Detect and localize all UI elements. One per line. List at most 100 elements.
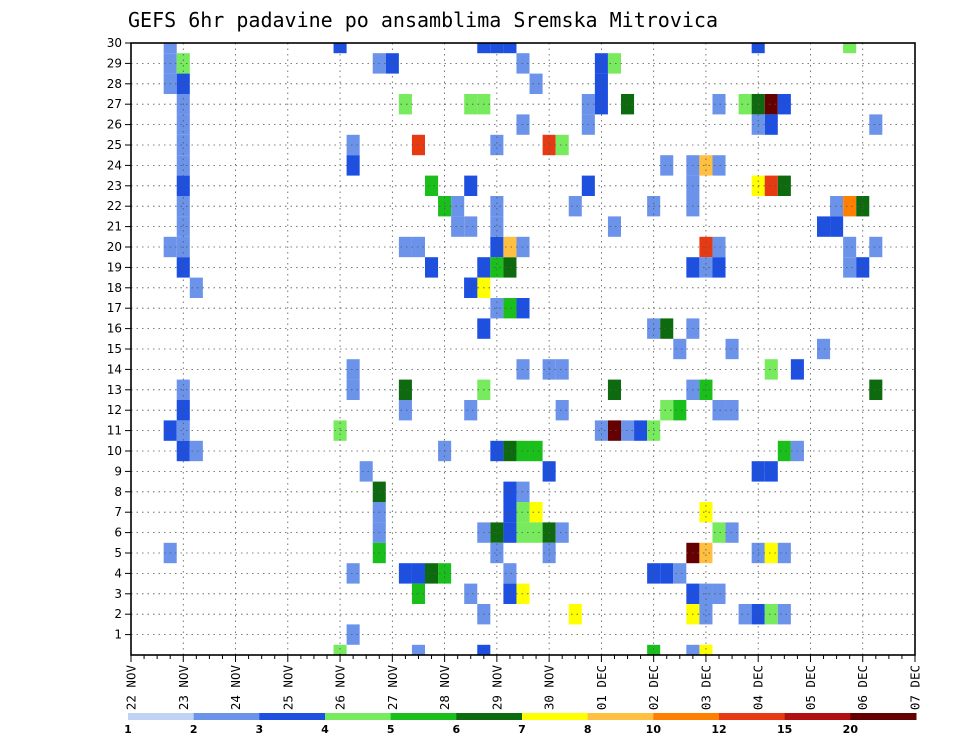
heatmap-cell xyxy=(621,420,635,441)
legend-label: 8 xyxy=(584,723,592,736)
x-tick-label: 26 NOV xyxy=(333,665,348,711)
y-tick-label: 3 xyxy=(114,587,122,601)
y-tick-label: 17 xyxy=(107,301,122,315)
heatmap-cell xyxy=(725,338,739,360)
legend-label: 2 xyxy=(190,723,198,736)
heatmap-cell xyxy=(764,542,778,564)
heatmap-cell xyxy=(503,236,517,258)
heatmap-cell xyxy=(869,114,883,135)
heatmap-cell xyxy=(647,644,661,655)
heatmap-cell xyxy=(673,338,687,360)
x-tick-label: 01 DEC xyxy=(594,665,609,710)
heatmap-cell xyxy=(777,440,791,462)
heatmap-cell xyxy=(817,216,831,237)
heatmap-cell xyxy=(712,94,726,115)
heatmap-cell xyxy=(660,155,674,176)
y-tick-label: 13 xyxy=(107,383,122,397)
heatmap-cell xyxy=(869,379,883,400)
y-tick-label: 4 xyxy=(114,566,122,580)
y-tick-label: 27 xyxy=(107,97,122,111)
heatmap-cell xyxy=(777,542,791,564)
heatmap-cell xyxy=(686,644,700,655)
y-tick-label: 1 xyxy=(114,628,122,642)
x-tick-label: 23 NOV xyxy=(176,665,191,711)
heatmap-cell xyxy=(529,73,543,94)
heatmap-cell xyxy=(738,94,752,115)
heatmap-cell xyxy=(503,502,517,523)
heatmap-cell xyxy=(503,298,517,319)
heatmap-cell xyxy=(725,522,739,543)
heatmap-cell xyxy=(712,257,726,278)
heatmap-cell xyxy=(490,542,504,564)
y-tick-label: 9 xyxy=(114,464,122,478)
heatmap-cell xyxy=(764,94,778,115)
legend-label: 15 xyxy=(777,723,792,736)
y-tick-label: 10 xyxy=(107,444,122,458)
heatmap-cell xyxy=(503,583,517,604)
x-tick-label: 02 DEC xyxy=(646,665,661,710)
heatmap-cell xyxy=(333,644,347,655)
heatmap-cell xyxy=(634,420,648,441)
heatmap-cell xyxy=(699,542,713,564)
heatmap-cell xyxy=(176,196,190,217)
heatmap-cell xyxy=(163,43,177,54)
y-tick-label: 8 xyxy=(114,485,122,499)
heatmap-cell xyxy=(490,196,504,217)
heatmap-cell xyxy=(464,175,478,196)
heatmap-cell xyxy=(764,114,778,135)
heatmap-cell xyxy=(490,216,504,237)
legend-swatch xyxy=(259,713,326,720)
heatmap-cell xyxy=(607,420,621,441)
heatmap-cell xyxy=(425,175,439,196)
heatmap-cell xyxy=(594,73,608,94)
x-tick-label: 25 NOV xyxy=(280,665,295,711)
heatmap-cell xyxy=(346,155,360,176)
legend-label: 12 xyxy=(711,723,726,736)
y-tick-label: 24 xyxy=(107,158,122,172)
x-tick-label: 27 NOV xyxy=(385,665,400,711)
y-tick-label: 12 xyxy=(107,403,122,417)
heatmap-cell xyxy=(725,400,739,421)
x-tick-label: 24 NOV xyxy=(228,665,243,711)
heatmap-cell xyxy=(843,257,857,278)
y-tick-label: 25 xyxy=(107,138,122,152)
legend-swatch xyxy=(128,713,195,720)
heatmap-cell xyxy=(490,257,504,278)
heatmap-cell xyxy=(398,236,412,258)
y-tick-label: 19 xyxy=(107,260,122,274)
heatmap-cell xyxy=(843,43,857,54)
heatmap-cell xyxy=(568,604,582,625)
y-axis-ticks: 1234567891011121314151617181920212223242… xyxy=(107,36,131,642)
heatmap-cell xyxy=(346,624,360,645)
heatmap-cell xyxy=(594,53,608,74)
heatmap-cell xyxy=(385,53,399,74)
heatmap-cell xyxy=(843,236,857,258)
y-tick-label: 29 xyxy=(107,56,122,70)
heatmap-cell xyxy=(398,563,412,584)
heatmap-cell xyxy=(189,440,203,462)
y-tick-label: 30 xyxy=(107,36,122,50)
legend-swatch xyxy=(653,713,720,720)
legend-swatch xyxy=(587,713,654,720)
heatmap-cell xyxy=(607,216,621,237)
y-tick-label: 20 xyxy=(107,240,122,254)
y-tick-label: 21 xyxy=(107,220,122,234)
y-tick-label: 15 xyxy=(107,342,122,356)
x-axis-ticks: 22 NOV 23 NOV 24 NOV 25 NOV 26 NOV 27 NOV 28 N… xyxy=(124,655,923,710)
y-tick-label: 11 xyxy=(107,424,122,438)
heatmap-cell xyxy=(176,73,190,94)
heatmap-cell xyxy=(764,175,778,196)
color-legend: 1 2 3 4 5 6 7 8 10 12 15 20 xyxy=(124,713,917,736)
y-tick-label: 22 xyxy=(107,199,122,213)
heatmap-cell xyxy=(621,94,635,115)
legend-label: 20 xyxy=(843,723,859,736)
heatmap-cell xyxy=(398,94,412,115)
legend-swatch xyxy=(784,713,851,720)
legend-label: 6 xyxy=(453,723,461,736)
heatmap-cell xyxy=(411,644,425,655)
legend-swatch xyxy=(390,713,457,720)
heatmap-cell xyxy=(699,502,713,523)
heatmap-cell xyxy=(607,379,621,400)
heatmap-cell xyxy=(777,94,791,115)
heatmap-cell xyxy=(176,216,190,237)
